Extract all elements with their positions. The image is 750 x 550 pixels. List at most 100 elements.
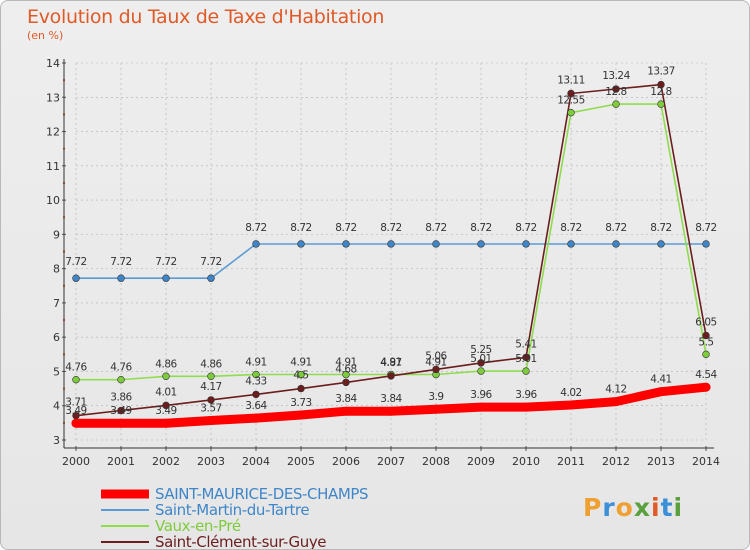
x-tick-label: 2009 <box>467 455 495 468</box>
data-label: 8.72 <box>560 222 581 234</box>
data-point <box>252 390 260 399</box>
data-point <box>296 410 306 420</box>
data-point <box>297 240 305 248</box>
data-label: 3.84 <box>380 393 402 405</box>
logo-letter: i <box>673 493 684 522</box>
data-point <box>342 240 350 248</box>
data-label: 12.55 <box>557 95 585 107</box>
data-label: 3.49 <box>110 405 131 417</box>
data-point <box>162 372 170 380</box>
y-tick-label: 3 <box>53 434 60 447</box>
data-label: 5.06 <box>425 350 447 362</box>
x-tick-label: 2000 <box>62 455 90 468</box>
y-tick-label: 14 <box>46 57 60 70</box>
data-label: 8.72 <box>290 222 311 234</box>
data-label: 4.5 <box>293 370 308 382</box>
data-point <box>432 240 440 248</box>
data-point <box>612 85 620 93</box>
data-point <box>342 378 350 387</box>
data-label: 12.8 <box>650 86 671 98</box>
data-label: 3.57 <box>200 402 221 414</box>
data-label: 4.17 <box>200 381 221 393</box>
x-tick-label: 2002 <box>152 455 180 468</box>
data-point <box>612 240 620 248</box>
data-point <box>702 331 710 340</box>
data-point <box>567 240 575 248</box>
data-label: 4.02 <box>560 387 581 399</box>
data-point <box>386 406 396 416</box>
y-tick-label: 7 <box>53 297 60 310</box>
data-label: 8.72 <box>515 222 536 234</box>
data-point <box>72 375 80 384</box>
data-point <box>656 387 666 397</box>
data-label: 7.72 <box>200 256 221 268</box>
data-point <box>252 370 260 379</box>
data-point <box>431 404 441 414</box>
x-tick-label: 2006 <box>332 455 360 468</box>
data-point <box>702 240 710 248</box>
data-label: 13.37 <box>647 66 675 78</box>
data-label: 13.24 <box>602 70 630 82</box>
data-label: 3.96 <box>515 389 537 401</box>
data-label: 8.72 <box>245 222 266 234</box>
data-point <box>71 418 81 428</box>
data-point <box>522 353 530 362</box>
chart-title: Evolution du Taux de Taxe d'Habitation <box>27 6 385 28</box>
data-label: 4.76 <box>65 362 87 374</box>
logo-letter: x <box>633 493 651 522</box>
logo-letter: t <box>660 493 674 522</box>
data-label: 7.72 <box>65 256 86 268</box>
data-point <box>207 396 215 404</box>
x-tick-label: 2007 <box>377 455 405 468</box>
proxiti-logo: Proxiti <box>583 493 683 522</box>
data-label: 5.25 <box>470 344 491 356</box>
logo-letter: o <box>615 493 634 522</box>
x-tick-label: 2013 <box>647 455 675 468</box>
data-point <box>702 350 710 359</box>
x-tick-label: 2010 <box>512 455 540 468</box>
data-label: 8.72 <box>605 222 626 234</box>
logo-letter: i <box>651 493 661 522</box>
data-point <box>567 89 575 98</box>
data-point <box>611 397 621 407</box>
data-point <box>476 402 486 412</box>
y-tick-label: 11 <box>46 160 60 173</box>
data-point <box>477 367 485 375</box>
y-tick-label: 9 <box>53 228 60 241</box>
data-point <box>206 415 216 425</box>
data-label: 3.96 <box>470 389 492 401</box>
logo-letter: P <box>583 493 603 522</box>
data-point <box>657 100 665 108</box>
chart-subtitle: (en %) <box>27 29 64 42</box>
data-label: 3.73 <box>290 397 311 409</box>
data-point <box>207 372 215 380</box>
data-label: 4.33 <box>245 375 266 387</box>
data-point <box>297 370 305 379</box>
data-label: 3.84 <box>335 393 357 405</box>
x-tick-label: 2005 <box>287 455 315 468</box>
data-point <box>162 274 170 282</box>
x-tick-label: 2003 <box>197 455 225 468</box>
data-label: 3.49 <box>65 405 86 417</box>
data-point <box>162 401 170 410</box>
data-label: 3.9 <box>428 391 443 403</box>
data-label: 8.72 <box>470 222 491 234</box>
legend-label: Vaux-en-Pré <box>155 517 241 535</box>
data-label: 8.72 <box>425 222 446 234</box>
data-label: 4.91 <box>290 357 311 369</box>
data-point <box>657 240 665 248</box>
data-label: 4.91 <box>335 357 356 369</box>
logo-letter: r <box>602 493 616 522</box>
data-point <box>161 418 171 428</box>
y-tick-label: 6 <box>53 331 60 344</box>
data-label: 5.41 <box>515 338 536 350</box>
data-label: 8.72 <box>335 222 356 234</box>
data-point <box>342 370 350 379</box>
data-label: 3.86 <box>110 392 132 404</box>
y-tick-label: 13 <box>46 91 60 104</box>
data-point <box>477 240 485 248</box>
data-point <box>566 400 576 410</box>
y-tick-label: 8 <box>53 263 60 276</box>
data-point <box>521 402 531 412</box>
